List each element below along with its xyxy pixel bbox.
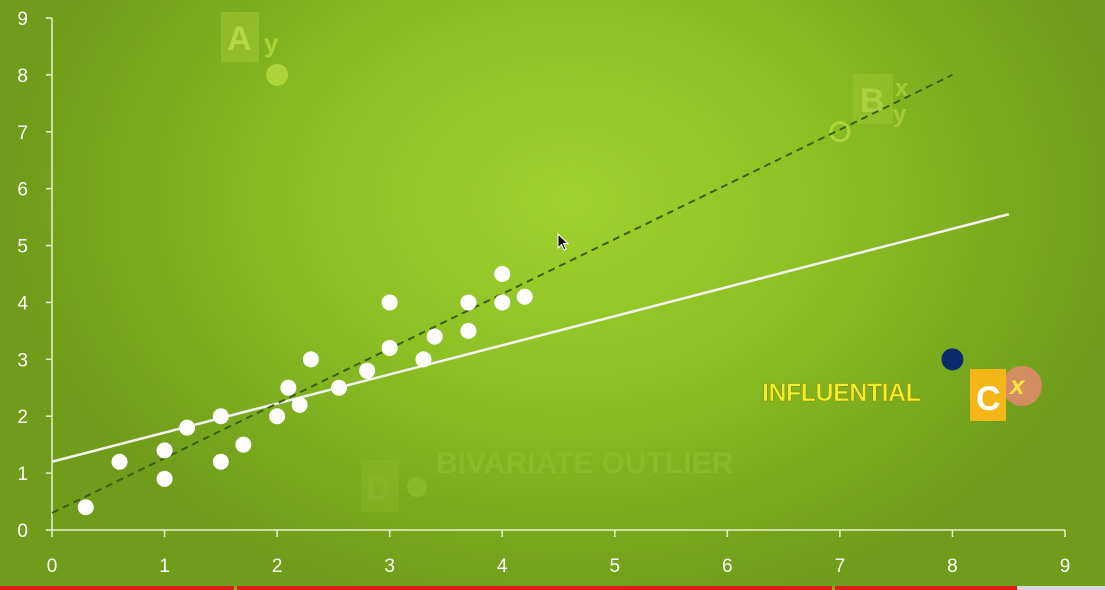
x-tick-label: 3 xyxy=(384,556,395,577)
x-tick-label: 8 xyxy=(947,556,958,577)
c-badge-circle xyxy=(1002,366,1042,406)
faint-point-b xyxy=(829,121,851,143)
x-tick-label: 9 xyxy=(1060,556,1071,577)
data-point xyxy=(111,453,128,470)
faint-a-letter: A xyxy=(227,20,252,58)
faint-point-a xyxy=(266,63,289,86)
faint-point-d xyxy=(407,477,427,497)
x-tick-label: 0 xyxy=(47,556,58,577)
faint-b-box xyxy=(853,74,893,124)
data-point xyxy=(460,322,477,339)
faint-a-box xyxy=(221,12,259,62)
data-point xyxy=(381,294,398,311)
influential-label: INFLUENTIAL xyxy=(762,379,921,407)
x-tick-label: 5 xyxy=(609,556,620,577)
solid-fit-line xyxy=(51,213,1010,463)
x-tick-label: 7 xyxy=(835,556,846,577)
x-tick-label: 6 xyxy=(722,556,733,577)
faint-d-box xyxy=(361,460,399,512)
video-progress-bar[interactable] xyxy=(0,586,1105,590)
data-point xyxy=(494,294,511,311)
y-tick-label: 7 xyxy=(17,123,28,144)
faint-b-sup-y: y xyxy=(893,101,907,128)
data-point xyxy=(235,436,252,453)
data-point xyxy=(460,294,477,311)
video-progress-fill xyxy=(0,586,1017,590)
data-point xyxy=(269,408,286,425)
y-tick-label: 1 xyxy=(17,464,28,485)
y-tick-label: 0 xyxy=(17,521,28,542)
data-point xyxy=(212,408,229,425)
data-point xyxy=(291,396,308,413)
y-tick-label: 5 xyxy=(17,237,28,258)
faint-b-sup-x: x xyxy=(895,75,909,102)
data-point xyxy=(516,288,533,305)
y-tick-label: 9 xyxy=(17,9,28,30)
y-tick-label: 6 xyxy=(17,180,28,201)
x-tick-label: 2 xyxy=(272,556,283,577)
y-tick-label: 4 xyxy=(17,293,28,314)
data-point xyxy=(212,453,229,470)
data-point xyxy=(77,499,94,516)
c-badge-box xyxy=(970,369,1006,421)
data-point xyxy=(381,339,398,356)
data-point xyxy=(280,379,297,396)
data-point xyxy=(156,470,173,487)
y-tick-label: 3 xyxy=(17,350,28,371)
influential-point xyxy=(941,348,964,371)
c-badge-sup: x xyxy=(1008,370,1026,400)
data-point xyxy=(359,362,376,379)
faint-a-sup: y xyxy=(264,28,279,58)
chapter-marker xyxy=(234,586,238,590)
data-point xyxy=(426,328,443,345)
chapter-marker xyxy=(832,586,836,590)
faint-d-letter: D xyxy=(366,470,391,508)
x-tick-label: 1 xyxy=(159,556,170,577)
mouse-cursor-icon xyxy=(557,233,570,251)
data-point xyxy=(179,419,196,436)
y-tick-label: 8 xyxy=(17,66,28,87)
c-badge-letter: C xyxy=(976,380,1001,418)
faint-d-text: BIVARIATE OUTLIER xyxy=(436,447,734,480)
data-point xyxy=(415,351,432,368)
data-point xyxy=(156,442,173,459)
data-point xyxy=(494,266,511,282)
y-tick-label: 2 xyxy=(17,407,28,428)
dashed-fit-line xyxy=(51,73,953,514)
data-point xyxy=(302,351,319,368)
data-point xyxy=(331,379,348,396)
x-tick-label: 4 xyxy=(497,556,508,577)
